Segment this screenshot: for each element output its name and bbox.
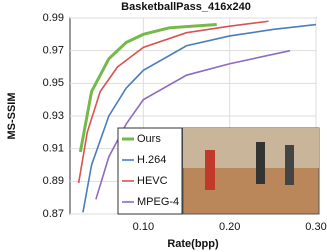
- y-tick-label: 0.91: [43, 143, 64, 155]
- y-tick-label: 0.93: [43, 110, 64, 122]
- x-tick-label: 0.20: [219, 221, 240, 233]
- photo-player: [285, 145, 294, 185]
- x-axis-label: Rate(bpp): [167, 238, 219, 250]
- line-series: [77, 20, 269, 184]
- y-tick-label: 0.95: [43, 77, 64, 89]
- chart-title: BasketballPass_416x240: [121, 1, 251, 13]
- line-series: [95, 49, 291, 200]
- x-tick-label: 0.10: [133, 221, 154, 233]
- line-series: [82, 23, 317, 213]
- legend-label: H.264: [137, 154, 166, 166]
- photo-wall: [183, 128, 319, 168]
- legend-label: Ours: [137, 133, 161, 145]
- y-tick-label: 0.89: [43, 175, 64, 187]
- inset-photo: [182, 127, 320, 215]
- legend-box: [117, 127, 183, 215]
- legend-label: MPEG-4: [137, 196, 179, 208]
- line-series: [78, 23, 217, 153]
- y-tick-label: 0.87: [43, 208, 64, 220]
- y-axis-label: MS-SSIM: [6, 92, 18, 139]
- photo-player: [205, 150, 215, 190]
- photo-player: [256, 142, 265, 184]
- y-tick-label: 0.99: [43, 12, 64, 24]
- x-tick-label: 0.30: [305, 221, 326, 233]
- y-tick-label: 0.97: [43, 45, 64, 57]
- legend-label: HEVC: [137, 175, 168, 187]
